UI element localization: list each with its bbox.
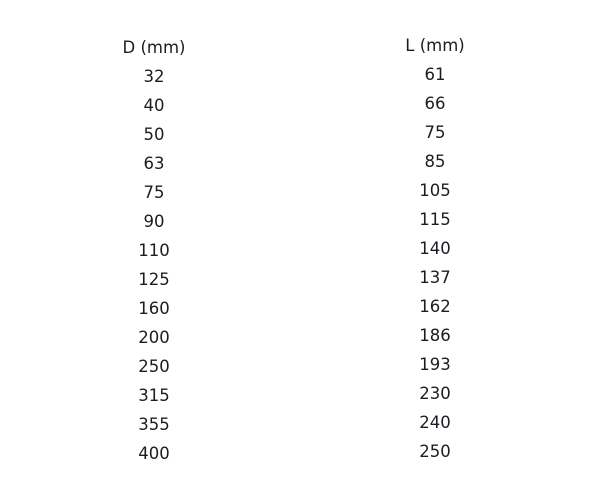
column-d: D (mm) 32 40 50 63 75 90 110 125 160 200 250 315 355…: [94, 36, 214, 471]
table-cell: 85: [424, 152, 446, 171]
table-cell: 75: [424, 123, 446, 142]
table-cell: 61: [424, 65, 446, 84]
table-cell: 105: [419, 181, 451, 200]
column-header-d: D (mm): [122, 38, 186, 57]
table-cell: 32: [143, 67, 165, 86]
table-cell: 75: [143, 183, 165, 202]
table-cell: 115: [419, 210, 451, 229]
table-cell: 230: [419, 384, 451, 403]
table-cell: 250: [419, 442, 451, 461]
table-cell: 250: [138, 357, 170, 376]
table-cell: 355: [138, 415, 170, 434]
table-cell: 140: [419, 239, 451, 258]
table-cell: 315: [138, 386, 170, 405]
table-cell: 66: [424, 94, 446, 113]
table-cell: 186: [419, 326, 451, 345]
column-l: L (mm) 61 66 75 85 105 115 140 137 162 186 193 230 2…: [375, 34, 495, 469]
table-cell: 193: [419, 355, 451, 374]
table-cell: 137: [419, 268, 451, 287]
table-cell: 400: [138, 444, 170, 463]
column-header-l: L (mm): [405, 36, 465, 55]
table-cell: 162: [419, 297, 451, 316]
table-cell: 125: [138, 270, 170, 289]
table-cell: 90: [143, 212, 165, 231]
table-cell: 110: [138, 241, 170, 260]
table-cell: 50: [143, 125, 165, 144]
table-cell: 160: [138, 299, 170, 318]
table-cell: 200: [138, 328, 170, 347]
table-cell: 40: [143, 96, 165, 115]
table-cell: 63: [143, 154, 165, 173]
table-cell: 240: [419, 413, 451, 432]
